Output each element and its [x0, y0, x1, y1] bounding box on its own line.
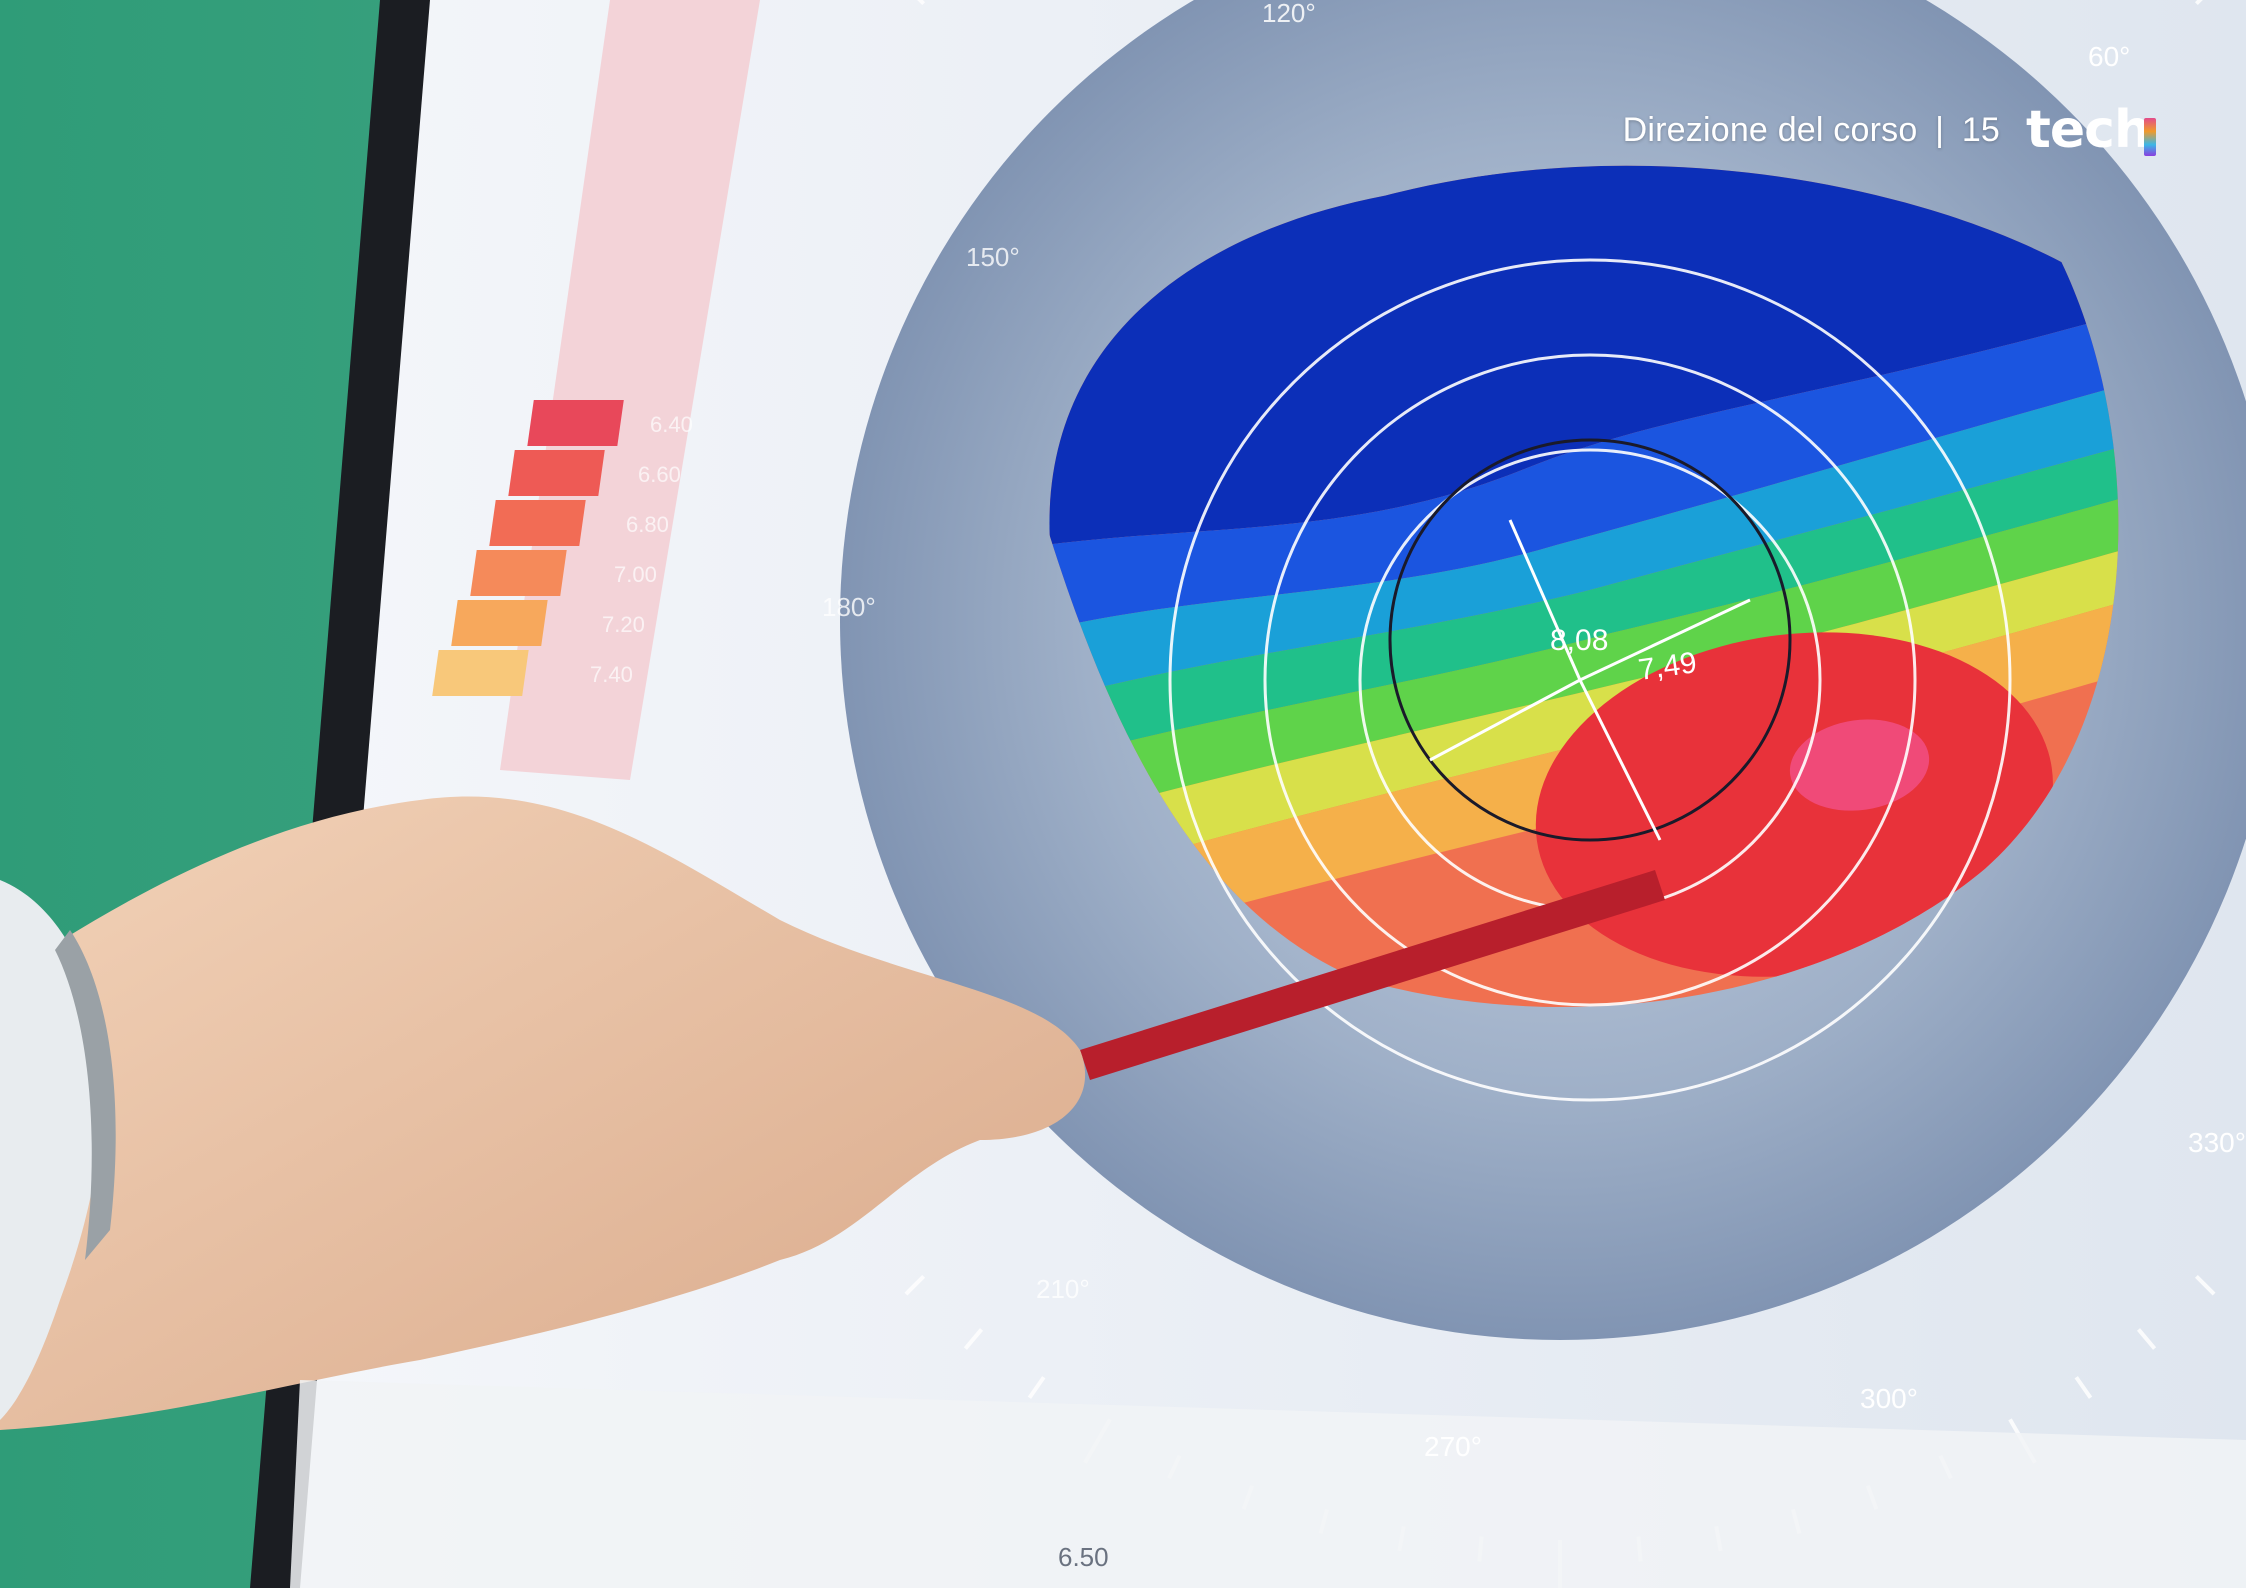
- hand-with-pointer: [0, 796, 1665, 1430]
- topography-rings: [1168, 258, 2012, 1102]
- map-band-red: [1535, 632, 2053, 977]
- logo-accent-bar: [2144, 118, 2156, 156]
- degree-tick: [917, 0, 926, 6]
- degree-label-120: 120°: [1262, 0, 1316, 28]
- header-section-label: Direzione del corso | 15: [1623, 111, 2000, 150]
- degree-label-210: 210°: [1036, 1274, 1090, 1304]
- scale-legend: [500, 0, 760, 780]
- center-value-label: 8,08: [1550, 624, 1608, 657]
- legend-cell-value: 7.20: [602, 612, 645, 637]
- secondary-value-label: 7,49: [1636, 646, 1698, 687]
- degree-label-180: 180°: [822, 592, 876, 622]
- degree-tick: [904, 1274, 926, 1296]
- page-number: 15: [1961, 110, 2001, 149]
- legend-cell: [508, 450, 605, 496]
- map-hotspot-pink: [1789, 719, 1930, 811]
- legend-cell-value: 7.40: [590, 662, 633, 687]
- shirt-sleeve: [0, 880, 103, 1420]
- degree-tick: [1027, 1376, 1046, 1399]
- logo-text: tech: [2026, 100, 2151, 160]
- degree-label-270: 270°: [1424, 1431, 1482, 1462]
- degree-tick: [963, 1328, 984, 1350]
- bottom-readout-value: 6.50: [1058, 1542, 1109, 1572]
- legend-cell: [432, 650, 529, 696]
- legend-cell-value: 6.80: [626, 512, 669, 537]
- legend-cell-value: 6.60: [638, 462, 681, 487]
- degree-tick: [2136, 1328, 2157, 1350]
- legend-cell: [489, 500, 586, 546]
- legend-cell: [451, 600, 548, 646]
- degree-tick: [2194, 0, 2203, 6]
- axis-lines: [1429, 519, 1751, 841]
- hand: [0, 796, 1086, 1430]
- degree-label-60: 60°: [2088, 41, 2130, 72]
- legend-cell: [470, 550, 567, 596]
- pointer-stick: [1080, 870, 1665, 1080]
- degree-tick: [2074, 1376, 2093, 1399]
- page-header: Direzione del corso | 15 tech: [1623, 104, 2156, 156]
- degree-label-300: 300°: [1860, 1383, 1918, 1414]
- map-band-teal: [1008, 423, 2182, 775]
- header-separator: |: [1935, 110, 1945, 149]
- map-band-blue: [1008, 294, 2182, 646]
- degree-label-330: 330°: [2188, 1127, 2246, 1158]
- tech-logo: tech: [2026, 104, 2156, 156]
- degree-tick: [2194, 1274, 2216, 1296]
- bottom-panel: [290, 1380, 2246, 1588]
- legend-cell: [527, 400, 624, 446]
- legend-cell-value: 7.00: [614, 562, 657, 587]
- scale-legend-cells: 6.40 6.60 6.80 7.00 7.20 7.40: [432, 400, 693, 696]
- watch-band: [55, 930, 116, 1260]
- pupil-ring: [1388, 438, 1792, 842]
- legend-cell-value: 6.40: [650, 412, 693, 437]
- map-band-green: [1008, 473, 2182, 834]
- section-title: Direzione del corso: [1622, 110, 1918, 149]
- map-band-cyan: [1008, 364, 2182, 716]
- degree-label-150: 150°: [966, 242, 1020, 272]
